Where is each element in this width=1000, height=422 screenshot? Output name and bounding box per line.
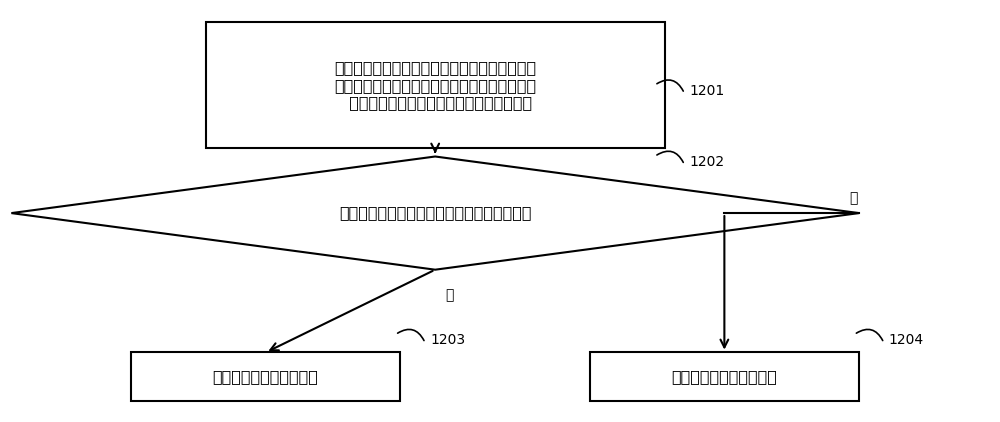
Text: 确定首选电机为工作电机: 确定首选电机为工作电机 (213, 369, 319, 384)
Text: 1203: 1203 (430, 333, 465, 347)
Text: 1202: 1202 (689, 155, 725, 169)
Bar (131, 352, 400, 401)
Polygon shape (11, 157, 859, 270)
Text: 确定备选电机为工作电机: 确定备选电机为工作电机 (671, 369, 777, 384)
Bar (206, 22, 665, 148)
Text: 否: 否 (849, 191, 857, 205)
Text: 是: 是 (445, 288, 454, 302)
Bar (590, 352, 859, 401)
Text: 1204: 1204 (889, 333, 924, 347)
Text: 获取首选电机的电机状态，判断电机状态正常: 获取首选电机的电机状态，判断电机状态正常 (339, 206, 531, 221)
Text: 1201: 1201 (689, 84, 725, 98)
Text: 当车辆当前状态满足发动机运作模式对应的运作
前提条件时，根据预设的模式电机对应表，确定
  发动机运作模式对应的首选电机和备选电机: 当车辆当前状态满足发动机运作模式对应的运作 前提条件时，根据预设的模式电机对应表… (334, 60, 536, 110)
